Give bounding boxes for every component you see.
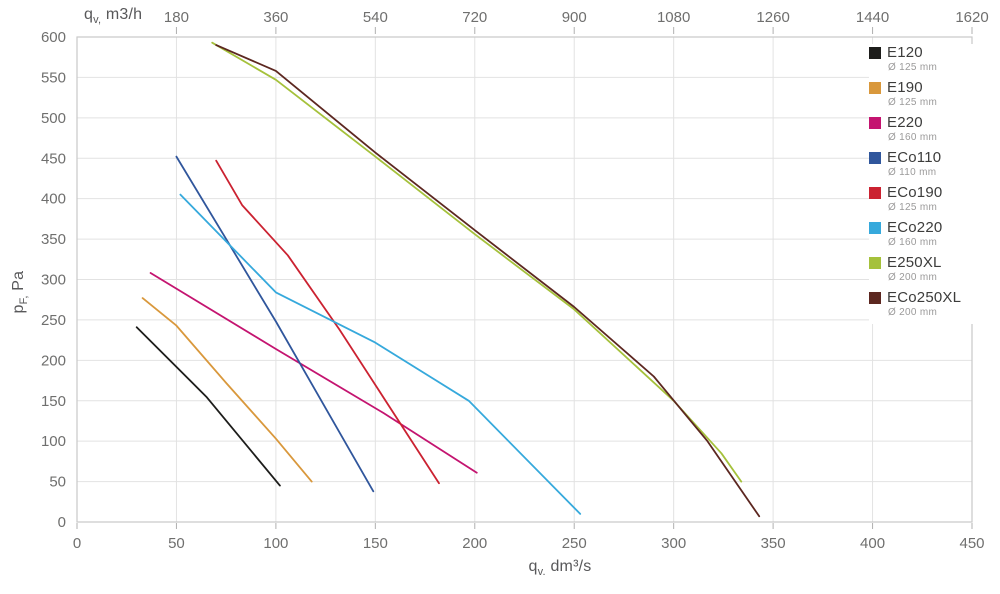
- y-tick-label: 100: [41, 433, 66, 450]
- bottom-axis-title-unit: dm³/s: [545, 558, 592, 575]
- left-axis-title: pF, Pa: [10, 242, 30, 342]
- tick-labels: 0 50 100 150 200 250 300 350 400 450 180 360 540 720 9…: [41, 9, 989, 552]
- y-tick-label: 50: [49, 474, 66, 491]
- x-tick-label: 100: [263, 535, 288, 552]
- legend-series-name: ECo110: [887, 149, 942, 166]
- legend-swatch-icon: [869, 46, 881, 59]
- y-tick-label: 400: [41, 191, 66, 208]
- y-tick-label: 600: [41, 29, 66, 46]
- series-line-ECo110: [175, 155, 375, 493]
- top-axis-title-sub: v,: [93, 14, 102, 27]
- legend-series-diameter: Ø 160 mm: [888, 237, 938, 248]
- legend-item-row: E190: [869, 79, 985, 96]
- legend-item-row: E250XL: [869, 254, 985, 271]
- x-tick-label: 400: [860, 535, 885, 552]
- x-tick-label: 0: [73, 535, 81, 552]
- legend-item-row: E220: [869, 114, 985, 131]
- x-tick-label: 450: [959, 535, 984, 552]
- legend-swatch-icon: [869, 116, 881, 129]
- legend-item-row: ECo220: [869, 219, 985, 236]
- y-tick-label: 150: [41, 393, 66, 410]
- legend-item-E120: E120 Ø 125 mm: [869, 44, 985, 73]
- legend-item-E190: E190 Ø 125 mm: [869, 79, 985, 108]
- legend-item-E220: E220 Ø 160 mm: [869, 114, 985, 143]
- legend-series-diameter: Ø 200 mm: [888, 307, 938, 318]
- series-line-ECo220: [179, 193, 582, 515]
- legend-series-name: E220: [887, 114, 923, 131]
- legend-item-row: E120: [869, 44, 985, 61]
- y-tick-label: 300: [41, 272, 66, 289]
- legend-series-name: ECo190: [887, 184, 943, 201]
- y-tick-label: 0: [58, 514, 66, 531]
- top-tick-label: 180: [164, 9, 189, 26]
- series-line-E250XL: [211, 41, 743, 483]
- top-tick-label: 1440: [856, 9, 889, 26]
- legend-series-name: ECo220: [887, 219, 943, 236]
- legend-swatch-icon: [869, 186, 881, 199]
- series-lines: [135, 41, 761, 518]
- bottom-axis-title: qv. dm³/s: [0, 558, 1000, 578]
- x-tick-label: 300: [661, 535, 686, 552]
- x-tick-label: 250: [562, 535, 587, 552]
- y-tick-label: 450: [41, 150, 66, 167]
- legend-series-diameter: Ø 125 mm: [888, 97, 938, 108]
- legend-series-name: ECo250XL: [887, 289, 962, 306]
- legend-item-row: ECo250XL: [869, 289, 985, 306]
- top-tick-label: 1260: [756, 9, 789, 26]
- legend-swatch-icon: [869, 81, 881, 94]
- x-tick-label: 50: [168, 535, 185, 552]
- legend-item-row: ECo190: [869, 184, 985, 201]
- legend-swatch-icon: [869, 151, 881, 164]
- legend: E120 Ø 125 mm E190 Ø 125 mm E220 Ø 160 mm ECo1…: [869, 44, 985, 324]
- y-tick-label: 200: [41, 352, 66, 369]
- gridlines: [77, 37, 972, 522]
- legend-series-name: E250XL: [887, 254, 942, 271]
- series-line-E220: [149, 272, 478, 474]
- y-tick-label: 500: [41, 110, 66, 127]
- top-tick-label: 1080: [657, 9, 690, 26]
- legend-swatch-icon: [869, 291, 881, 304]
- legend-series-diameter: Ø 160 mm: [888, 132, 938, 143]
- series-line-ECo250XL: [215, 44, 761, 518]
- legend-item-ECo250XL: ECo250XL Ø 200 mm: [869, 289, 985, 318]
- top-tick-label: 1620: [955, 9, 988, 26]
- series-line-E190: [141, 297, 313, 483]
- series-line-E120: [135, 326, 281, 487]
- y-tick-label: 550: [41, 69, 66, 86]
- legend-item-E250XL: E250XL Ø 200 mm: [869, 254, 985, 283]
- x-tick-label: 350: [761, 535, 786, 552]
- legend-item-row: ECo110: [869, 149, 985, 166]
- left-axis-title-sub: F,: [18, 295, 31, 305]
- top-axis-title-unit: m3/h: [101, 6, 143, 23]
- x-tick-label: 150: [363, 535, 388, 552]
- legend-series-name: E190: [887, 79, 923, 96]
- top-tick-label: 360: [263, 9, 288, 26]
- legend-series-diameter: Ø 125 mm: [888, 202, 938, 213]
- series-line-ECo190: [215, 159, 440, 485]
- legend-swatch-icon: [869, 221, 881, 234]
- legend-item-ECo220: ECo220 Ø 160 mm: [869, 219, 985, 248]
- top-tick-label: 900: [562, 9, 587, 26]
- top-tick-label: 540: [363, 9, 388, 26]
- bottom-axis-title-sub: v.: [537, 566, 546, 579]
- legend-series-diameter: Ø 200 mm: [888, 272, 938, 283]
- left-axis-title-base: p: [9, 304, 27, 314]
- top-axis-title-base: q: [84, 6, 94, 23]
- y-tick-label: 250: [41, 312, 66, 329]
- y-tick-label: 350: [41, 231, 66, 248]
- legend-series-name: E120: [887, 44, 923, 61]
- top-tick-label: 720: [462, 9, 487, 26]
- x-tick-label: 200: [462, 535, 487, 552]
- left-axis-title-unit: Pa: [9, 270, 27, 296]
- tick-marks: [76, 27, 973, 529]
- legend-swatch-icon: [869, 256, 881, 269]
- legend-series-diameter: Ø 110 mm: [888, 167, 937, 178]
- bottom-axis-title-base: q: [528, 558, 538, 575]
- legend-item-ECo190: ECo190 Ø 125 mm: [869, 184, 985, 213]
- legend-item-ECo110: ECo110 Ø 110 mm: [869, 149, 985, 178]
- legend-series-diameter: Ø 125 mm: [888, 62, 938, 73]
- top-axis-title: qv, m3/h: [84, 6, 142, 26]
